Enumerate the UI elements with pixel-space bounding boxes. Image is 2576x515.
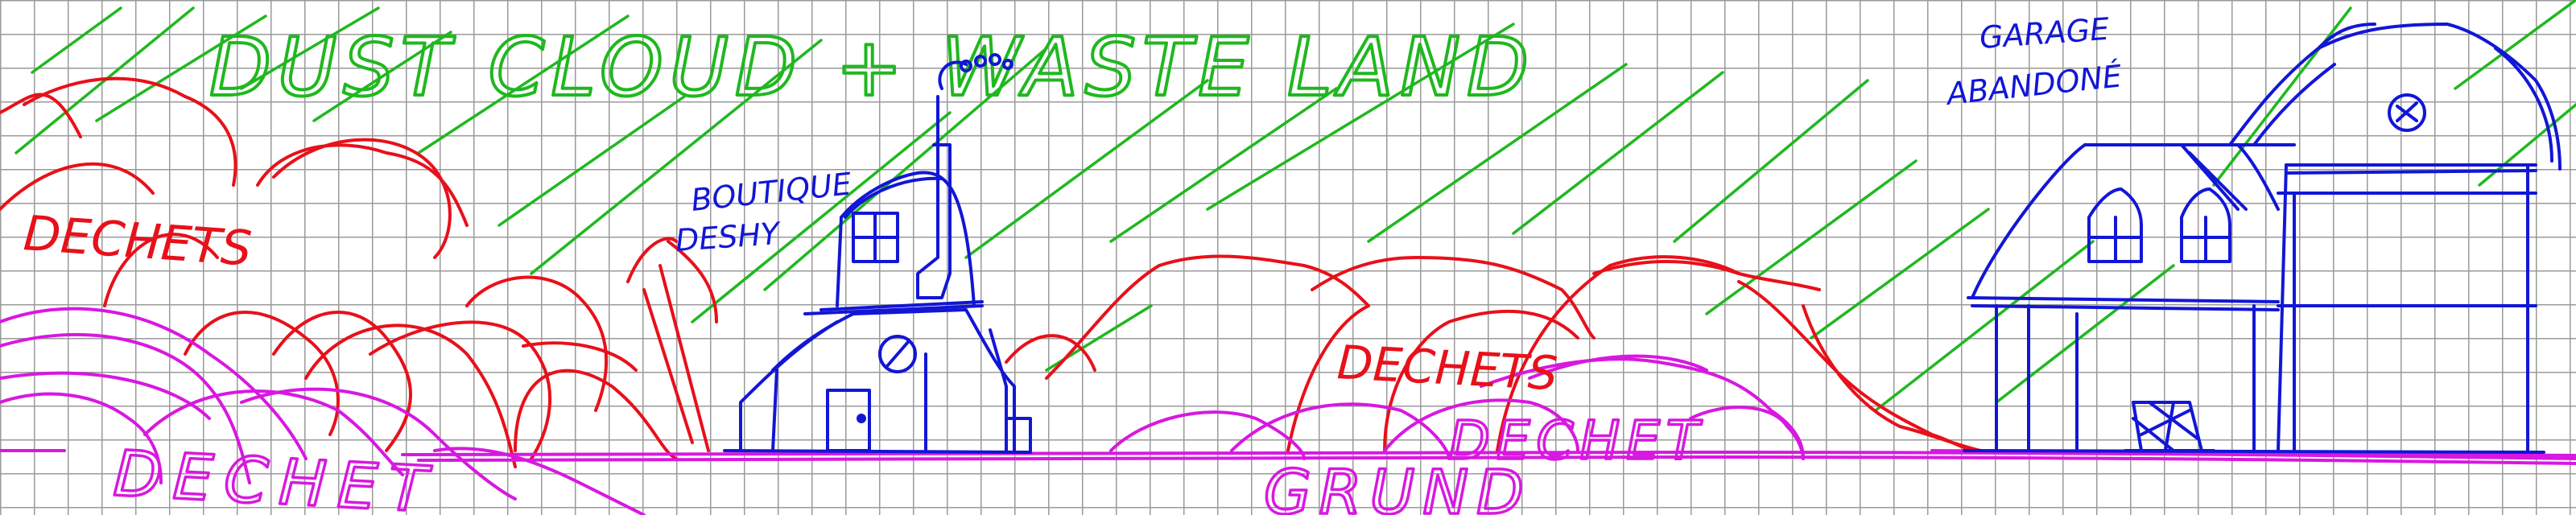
dechet-label-bottom-right: DECHET [1449,410,1705,472]
ground-label: GRUND [1264,456,1532,515]
rubbish-mounds-left [0,76,718,468]
dechets-label-middle: DECHETS [1335,335,1558,401]
dechets-label-left: DECHETS [22,205,254,278]
garage-name-line1: GARAGE [1979,11,2111,56]
garage-label: GARAGE ABANDONÉ [1942,11,2123,112]
rubbish-mounds-middle [1005,254,1982,452]
dechet-label-bottom-left: DECHET [112,438,440,515]
garage-building [1963,23,2562,454]
shop-name-line2: DESHY [675,216,783,258]
garage-name-line2: ABANDONÉ [1942,58,2123,112]
title-text: DUST CLOUD + WASTE LAND [209,20,1535,114]
dust-cloud-strokes [14,0,2576,412]
boutique-building [723,53,1032,454]
